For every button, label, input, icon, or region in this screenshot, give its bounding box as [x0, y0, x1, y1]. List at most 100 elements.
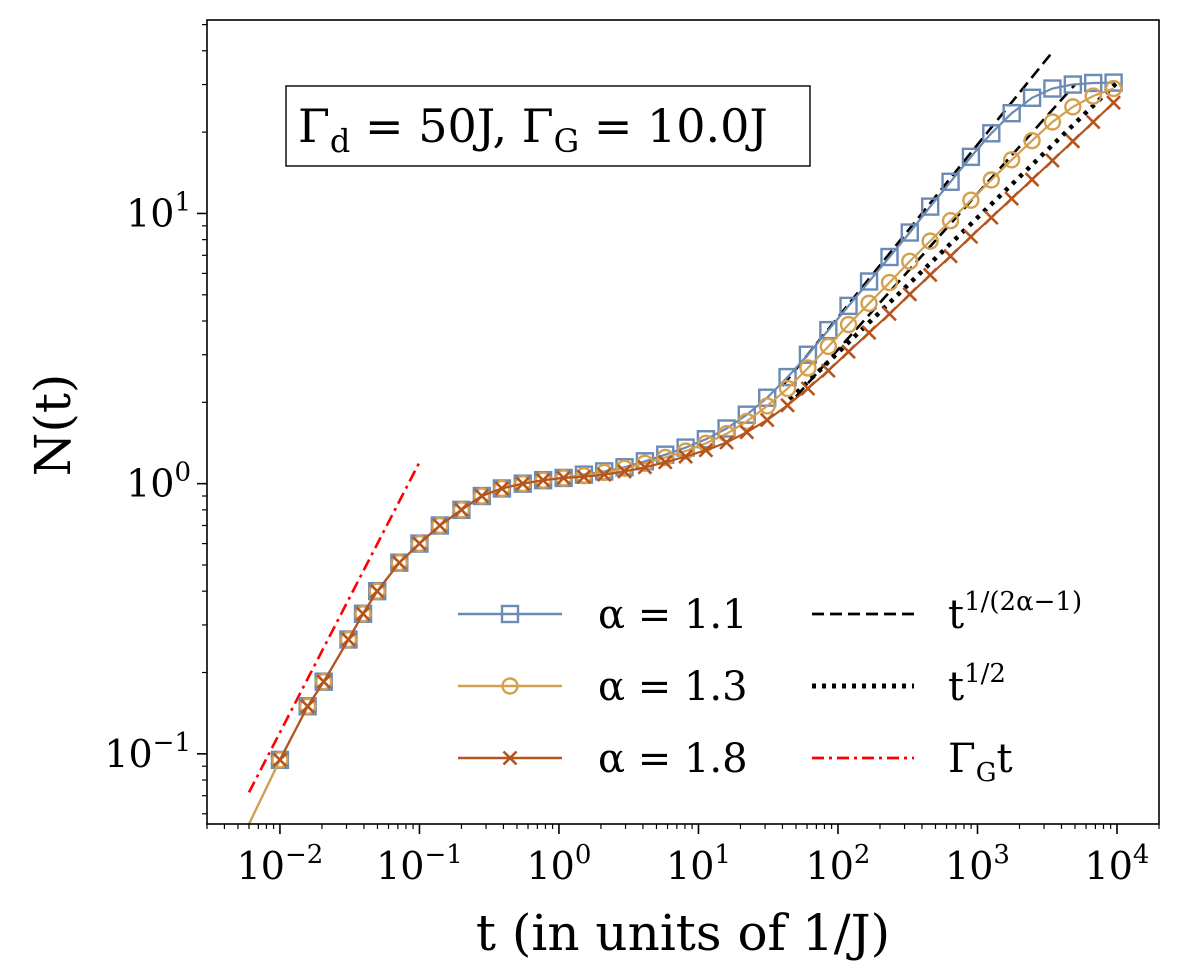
x-tick-label: 10−2: [237, 840, 324, 888]
data-point: [962, 191, 980, 209]
data-point: [943, 248, 958, 264]
legend-label: ΓGt: [948, 736, 1013, 788]
annotation-sub-d: d: [330, 122, 350, 160]
annotation-gamma-d: Γ: [298, 99, 330, 153]
data-point: [431, 516, 449, 535]
data-point: [982, 124, 1001, 143]
data-point: [839, 296, 858, 316]
y-tick-label: 101: [126, 187, 191, 235]
x-tick-label: 102: [806, 840, 871, 888]
data-point: [758, 397, 776, 415]
data-point: [494, 481, 510, 496]
data-point: [880, 247, 899, 267]
y-tick-label: 100: [126, 458, 191, 506]
data-point: [657, 454, 673, 470]
legend-marker: [502, 750, 518, 766]
legend-label: α = 1.3: [598, 664, 748, 710]
data-point: [556, 470, 572, 486]
data-point: [841, 344, 856, 360]
data-point: [1024, 172, 1040, 187]
data-point: [941, 212, 960, 230]
data-point: [778, 379, 797, 398]
data-point: [982, 171, 1001, 189]
data-point: [961, 147, 981, 167]
data-point: [859, 272, 879, 291]
data-point: [799, 359, 817, 377]
x-tick-label: 101: [666, 840, 731, 888]
data-point: [798, 345, 818, 364]
ticks-layer: 10−2 10−1 100 101 102 103 104 10−1 100 101: [104, 24, 1160, 888]
data-point: [315, 672, 333, 691]
data-point: [860, 294, 878, 313]
data-point: [676, 442, 695, 460]
data-point: [474, 488, 490, 504]
data-point: [339, 630, 358, 649]
reference-line: [247, 461, 421, 793]
data-point: [920, 197, 940, 216]
data-point: [861, 325, 877, 341]
data-point: [576, 469, 592, 485]
data-point: [719, 435, 734, 450]
data-point: [432, 518, 448, 533]
data-point: [1063, 75, 1083, 94]
data-point: [1084, 87, 1102, 105]
legend-label: α = 1.8: [598, 736, 748, 782]
data-point: [1043, 79, 1062, 98]
data-point: [698, 442, 714, 458]
data-point: [1004, 191, 1020, 207]
data-point: [800, 381, 816, 396]
data-point: [341, 632, 356, 647]
data-point: [1065, 133, 1081, 149]
x-tick-label: 103: [945, 840, 1010, 888]
data-point: [983, 210, 999, 226]
legend-marker: [500, 604, 520, 624]
y-tick-label: 10−1: [104, 728, 191, 776]
data-point: [900, 223, 919, 242]
legend-label: t1/2: [948, 659, 1006, 710]
annotation-tail: = 10.0J: [579, 99, 768, 153]
data-point: [880, 273, 899, 292]
data-point: [1022, 88, 1042, 107]
data-point: [369, 583, 385, 599]
data-point: [1104, 79, 1123, 98]
data-point: [368, 582, 386, 600]
data-point: [272, 752, 288, 768]
legend: α = 1.1 α = 1.3 α = 1.8 t1/(2α−1) t1/2 ΓGt: [458, 587, 1082, 788]
data-point: [1045, 153, 1060, 168]
data-point: [390, 553, 408, 572]
annotation-text: Γd = 50J, ΓG = 10.0J: [298, 99, 768, 160]
data-point: [656, 448, 674, 467]
data-point: [452, 501, 471, 519]
data-point: [1064, 98, 1082, 116]
data-point: [1084, 73, 1103, 93]
data-point: [454, 502, 469, 518]
parameter-annotation: Γd = 50J, ΓG = 10.0J: [285, 85, 811, 167]
data-point: [738, 412, 756, 431]
data-point: [1106, 95, 1122, 111]
data-point: [839, 315, 858, 334]
data-point: [316, 674, 332, 690]
x-tick-label: 104: [1085, 840, 1150, 888]
data-point: [412, 536, 427, 552]
data-point: [1002, 103, 1021, 123]
annotation-sub-g: G: [554, 122, 580, 160]
data-point: [882, 306, 897, 322]
data-point: [473, 487, 491, 505]
data-point: [355, 606, 371, 622]
data-point: [778, 367, 797, 387]
data-point: [615, 459, 634, 477]
x-tick-label: 100: [527, 840, 592, 888]
x-axis-label: t (in units of 1/J): [476, 904, 890, 962]
plot-frame: [206, 19, 1160, 825]
data-point: [637, 459, 653, 475]
data-point: [963, 229, 979, 245]
data-point: [535, 472, 551, 488]
data-point: [514, 474, 532, 493]
data-point: [391, 555, 407, 571]
data-point: [596, 467, 612, 483]
data-point: [1023, 131, 1041, 150]
reference-line: [795, 83, 1076, 398]
data-point: [410, 534, 429, 553]
data-point: [515, 476, 531, 492]
